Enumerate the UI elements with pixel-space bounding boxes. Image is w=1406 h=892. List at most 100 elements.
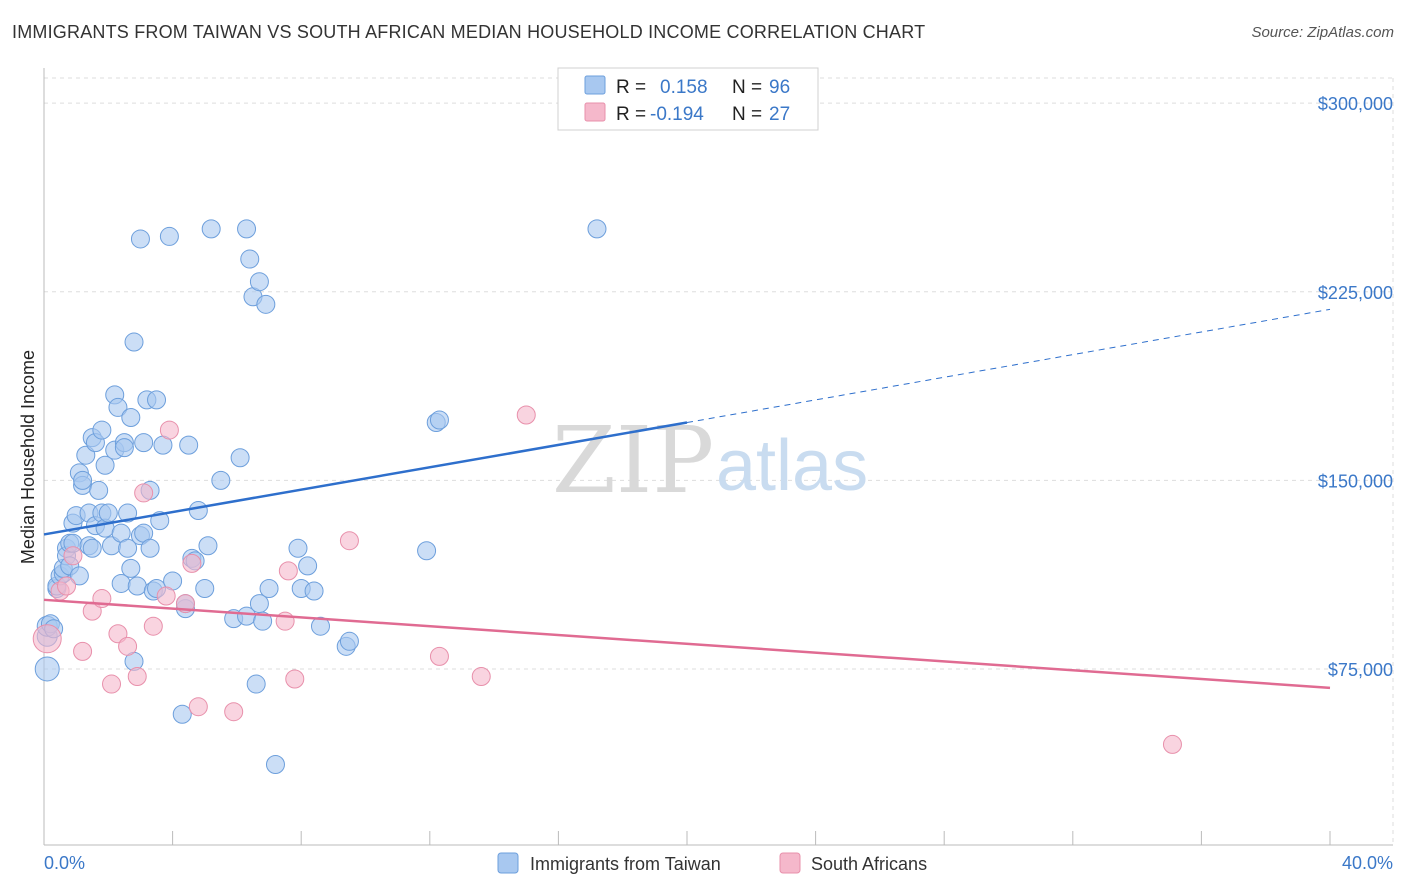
x-tick-label-1: 40.0% bbox=[1342, 853, 1393, 873]
south-africans-point-16 bbox=[182, 553, 202, 573]
taiwan-point-51 bbox=[134, 433, 154, 453]
series-legend: Immigrants from Taiwan South Africans bbox=[497, 852, 927, 874]
taiwan-point-77 bbox=[237, 219, 257, 239]
south-africans-point-2 bbox=[57, 576, 77, 596]
taiwan-point-83 bbox=[253, 611, 273, 631]
south-africans-point-26 bbox=[1162, 734, 1182, 754]
south-africans-point-21 bbox=[285, 669, 305, 689]
y-tick-label-2: $225,000 bbox=[1318, 283, 1393, 303]
south-africans-point-22 bbox=[339, 531, 359, 551]
taiwan-point-55 bbox=[140, 538, 160, 558]
taiwan-point-71 bbox=[198, 536, 218, 556]
taiwan-point-93 bbox=[339, 631, 359, 651]
legend-n-value-taiwan: 96 bbox=[769, 77, 790, 98]
south-africans-point-12 bbox=[143, 616, 163, 636]
taiwan-point-81 bbox=[249, 272, 269, 292]
taiwan-point-97 bbox=[587, 219, 607, 239]
south-africans-point-0 bbox=[32, 624, 62, 654]
south-africans-point-25 bbox=[516, 405, 536, 425]
taiwan-point-46 bbox=[124, 332, 144, 352]
taiwan-point-63 bbox=[172, 704, 192, 724]
taiwan-point-84 bbox=[256, 294, 276, 314]
taiwan-point-90 bbox=[304, 581, 324, 601]
south-africans-point-13 bbox=[156, 586, 176, 606]
taiwan-point-44 bbox=[121, 558, 141, 578]
axes bbox=[43, 68, 1393, 846]
trend-lines bbox=[43, 308, 1331, 690]
taiwan-point-41 bbox=[114, 438, 134, 458]
taiwan-point-0 bbox=[34, 656, 60, 682]
south-africans-point-18 bbox=[224, 702, 244, 722]
south-africans-trend-line bbox=[43, 598, 1331, 690]
source-label: Source: ZipAtlas.com bbox=[1251, 24, 1394, 41]
legend-label-south-africans: South Africans bbox=[811, 854, 927, 874]
legend-r-label-taiwan: R = bbox=[616, 77, 646, 98]
legend-r-label-south-africans: R = bbox=[616, 104, 646, 125]
south-africans-point-3 bbox=[63, 546, 83, 566]
legend-n-label-south-africans: N = bbox=[732, 104, 762, 125]
y-tick-label-1: $150,000 bbox=[1318, 471, 1393, 491]
taiwan-point-20 bbox=[73, 470, 93, 490]
watermark-zip: ZIP bbox=[552, 407, 714, 514]
south-africans-point-11 bbox=[134, 483, 154, 503]
legend-swatch-south-africans-bottom bbox=[779, 852, 801, 874]
taiwan-point-32 bbox=[95, 455, 115, 475]
taiwan-point-28 bbox=[89, 480, 109, 500]
taiwan-point-91 bbox=[310, 616, 330, 636]
legend-r-value-taiwan: 0.158 bbox=[660, 77, 708, 98]
taiwan-point-24 bbox=[82, 538, 102, 558]
taiwan-point-49 bbox=[130, 229, 150, 249]
taiwan-point-45 bbox=[121, 407, 141, 427]
south-africans-point-9 bbox=[118, 636, 138, 656]
tick-labels: $75,000 $150,000 $225,000 $300,000 0.0% 40.0% bbox=[44, 94, 1393, 873]
chart-title: IMMIGRANTS FROM TAIWAN VS SOUTH AFRICAN … bbox=[12, 22, 926, 42]
taiwan-point-30 bbox=[92, 420, 112, 440]
taiwan-point-66 bbox=[179, 435, 199, 455]
taiwan-point-80 bbox=[246, 674, 266, 694]
x-tick-label-0: 0.0% bbox=[44, 853, 85, 873]
taiwan-point-48 bbox=[127, 576, 147, 596]
taiwan-point-69 bbox=[188, 501, 208, 521]
taiwan-point-21 bbox=[76, 445, 96, 465]
y-tick-label-0: $75,000 bbox=[1328, 660, 1393, 680]
taiwan-point-94 bbox=[417, 541, 437, 561]
taiwan-point-72 bbox=[201, 219, 221, 239]
south-africans-point-23 bbox=[429, 646, 449, 666]
taiwan-trend-line bbox=[43, 421, 688, 536]
watermark-atlas: atlas bbox=[716, 426, 868, 506]
south-africans-point-10 bbox=[127, 667, 147, 687]
taiwan-point-33 bbox=[98, 503, 118, 523]
south-africans-point-17 bbox=[188, 697, 208, 717]
data-points bbox=[32, 219, 1182, 775]
taiwan-point-87 bbox=[288, 538, 308, 558]
taiwan-point-73 bbox=[211, 470, 231, 490]
taiwan-point-43 bbox=[118, 503, 138, 523]
south-africans-point-8 bbox=[108, 624, 128, 644]
taiwan-point-58 bbox=[147, 390, 167, 410]
south-africans-point-4 bbox=[73, 641, 93, 661]
south-africans-point-24 bbox=[471, 667, 491, 687]
taiwan-point-18 bbox=[69, 566, 89, 586]
taiwan-point-89 bbox=[298, 556, 318, 576]
south-africans-point-7 bbox=[102, 674, 122, 694]
legend-swatch-immigrants-from-taiwan bbox=[497, 852, 519, 874]
taiwan-point-85 bbox=[259, 578, 279, 598]
taiwan-trend-line-extension bbox=[686, 308, 1331, 424]
legend-r-value-south-africans: -0.194 bbox=[650, 104, 704, 125]
taiwan-point-70 bbox=[195, 578, 215, 598]
south-africans-point-14 bbox=[159, 420, 179, 440]
taiwan-point-42 bbox=[118, 538, 138, 558]
legend-swatch-south-africans bbox=[584, 102, 606, 122]
correlation-legend: R = 0.158 N = 96 R = -0.194 N = 27 bbox=[557, 67, 819, 131]
taiwan-point-61 bbox=[159, 226, 179, 246]
taiwan-point-75 bbox=[230, 448, 250, 468]
taiwan-point-96 bbox=[429, 410, 449, 430]
taiwan-point-78 bbox=[240, 249, 260, 269]
legend-n-value-south-africans: 27 bbox=[769, 104, 790, 125]
watermark: ZIP atlas bbox=[552, 407, 868, 514]
legend-n-label-taiwan: N = bbox=[732, 77, 762, 98]
y-axis-label: Median Household Income bbox=[18, 350, 38, 564]
taiwan-point-37 bbox=[108, 397, 128, 417]
south-africans-point-20 bbox=[278, 561, 298, 581]
